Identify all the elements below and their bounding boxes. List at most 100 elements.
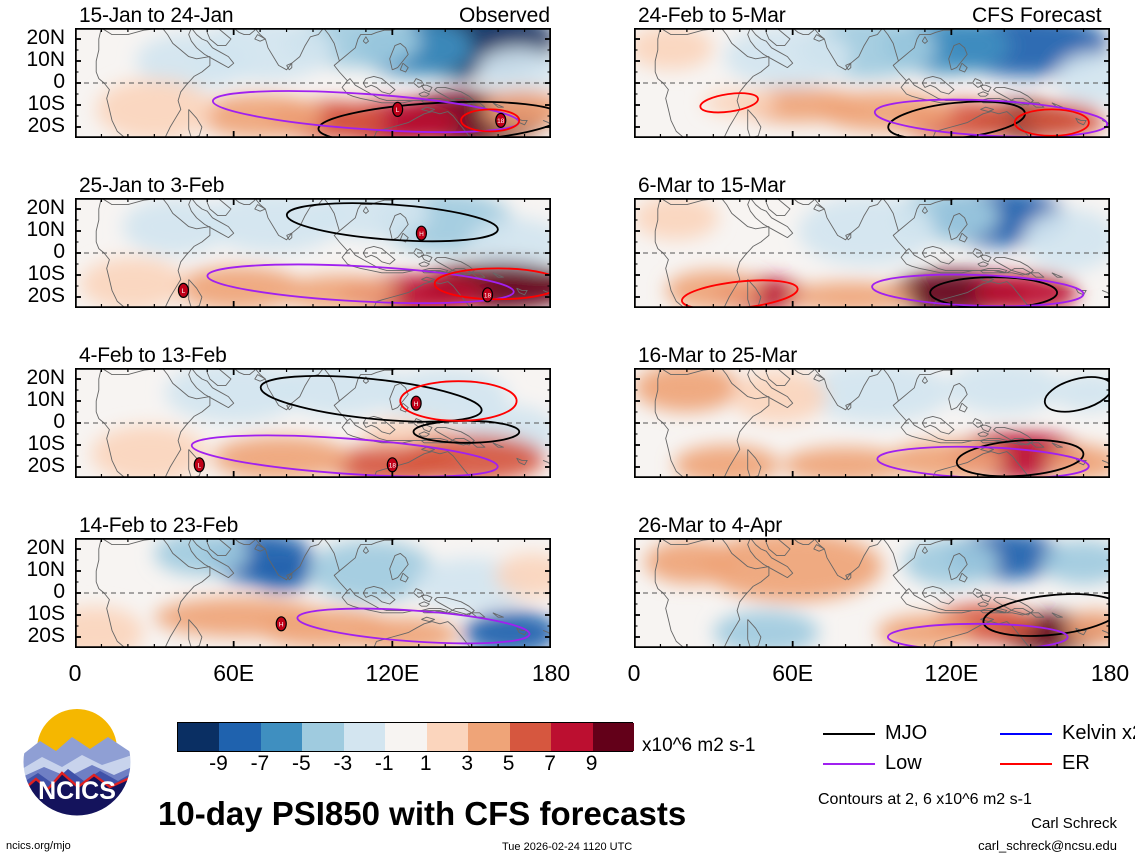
colorbar-segment [302, 723, 345, 751]
colorbar-unit-label: x10^6 m2 s-1 [642, 735, 756, 756]
colorbar-tick-label: 1 [419, 752, 432, 775]
y-axis-label: 0 [53, 240, 65, 263]
colorbar-tick-label: 7 [544, 752, 556, 775]
panel-title-p5: 24-Feb to 5-Mar [638, 4, 786, 27]
footer-link[interactable]: ncics.org/mjo [6, 840, 71, 852]
y-axis-label: 20N [26, 366, 65, 389]
cyclone-marker: L [392, 101, 404, 118]
svg-text:H: H [419, 231, 424, 238]
y-axis-label: 20N [26, 536, 65, 559]
contour-mjo [982, 593, 1110, 637]
panel-title-p4: 14-Feb to 23-Feb [79, 514, 239, 537]
contour-low [206, 263, 515, 305]
map-panel-p1: L 18 [75, 28, 551, 138]
y-axis-label: 10S [27, 262, 65, 285]
y-axis-label: 20S [27, 284, 65, 307]
svg-text:L: L [182, 288, 186, 295]
legend-label-er: ER [1062, 752, 1090, 774]
legend-swatch-mjo [823, 733, 875, 735]
y-axis-label: 0 [53, 580, 65, 603]
legend-label-low: Low [885, 752, 922, 774]
y-axis-label: 20N [26, 26, 65, 49]
x-axis-label: 60E [213, 660, 255, 686]
svg-text:L: L [396, 107, 400, 114]
colorbar-segment [426, 723, 470, 751]
cyclone-marker: L [193, 457, 205, 473]
x-axis-label: 120E [924, 660, 979, 686]
colorbar-segment [509, 723, 553, 751]
colorbar-segment [592, 723, 634, 751]
svg-text:18: 18 [484, 292, 492, 299]
map-panel-p6 [634, 198, 1110, 308]
colorbar-segment [343, 723, 387, 751]
colorbar-tick-label: -1 [374, 752, 394, 775]
contour-low [886, 622, 1069, 648]
contour-mjo [259, 375, 483, 423]
cyclone-marker: 18 [481, 287, 494, 303]
y-axis-label: 20S [27, 454, 65, 477]
colorbar-segment [260, 723, 304, 751]
contour-low [190, 434, 499, 478]
svg-text:H: H [414, 401, 419, 408]
colorbar-tick-label: -5 [292, 752, 311, 775]
ncics-logo: NCICS [22, 707, 132, 817]
svg-text:18: 18 [497, 118, 505, 125]
colorbar-tick-label: -7 [250, 752, 270, 775]
logo-text: NCICS [38, 777, 116, 805]
cyclone-marker: 18 [386, 457, 398, 473]
shaded-field [96, 28, 551, 138]
x-axis-label: 60E [772, 660, 814, 686]
y-axis-label: 20S [27, 114, 65, 137]
contour-mjo [285, 202, 499, 243]
contour-er [699, 92, 759, 114]
contour-mjo [1043, 376, 1110, 413]
colorbar-segment [219, 723, 262, 751]
colorbar-segment [551, 723, 594, 751]
contour-er [399, 380, 518, 422]
panel-title-p2: 25-Jan to 3-Feb [79, 174, 225, 197]
cyclone-marker: 18 [495, 112, 507, 129]
contour-low [873, 98, 1109, 138]
colorbar-tick-label: -3 [333, 752, 353, 775]
colorbar-segment [178, 723, 221, 751]
y-axis-label: 10N [26, 388, 65, 411]
svg-text:18: 18 [389, 462, 397, 469]
colorbar [177, 722, 634, 752]
panel-title-p8: 26-Mar to 4-Apr [638, 514, 783, 537]
panel-corner-label-p1: Observed [459, 4, 551, 27]
panel-title-p7: 16-Mar to 25-Mar [638, 344, 798, 367]
contour-mjo [317, 100, 551, 138]
colorbar-segment [468, 723, 511, 751]
colorbar-tick-label: 9 [585, 752, 598, 775]
y-axis-label: 10N [26, 48, 65, 71]
credit-email: carl_schreck@ncsu.edu [978, 838, 1117, 853]
legend-label-mjo: MJO [885, 722, 928, 744]
colorbar-tick-label: 3 [461, 752, 474, 775]
svg-text:H: H [279, 621, 284, 628]
colorbar-segment [385, 723, 428, 751]
contour-er [460, 108, 521, 133]
y-axis-label: 10N [26, 558, 65, 581]
map-panel-p2: H L 18 [75, 198, 551, 308]
y-axis-label: 10S [27, 602, 65, 625]
shaded-field [634, 368, 1110, 478]
x-axis-label: 180 [531, 660, 571, 686]
credit-name: Carl Schreck [1031, 815, 1117, 832]
panel-title-p6: 6-Mar to 15-Mar [638, 174, 786, 197]
contour-note: Contours at 2, 6 x10^6 m2 s-1 [818, 791, 1032, 808]
main-title: 10-day PSI850 with CFS forecasts [158, 795, 687, 832]
legend-swatch-kelvin-x2 [1000, 733, 1052, 735]
panel-title-p3: 4-Feb to 13-Feb [79, 344, 227, 367]
x-axis-label: 0 [68, 660, 82, 686]
y-axis-label: 0 [53, 410, 65, 433]
panel-title-p1: 15-Jan to 24-Jan [79, 4, 234, 27]
legend-label-kelvin-x2: Kelvin x2 [1062, 722, 1135, 744]
shaded-field [634, 198, 1110, 308]
svg-text:L: L [197, 462, 201, 469]
map-panel-p5 [634, 28, 1110, 138]
x-axis-label: 0 [627, 660, 641, 686]
y-axis-label: 20S [27, 624, 65, 647]
contour-low [296, 607, 531, 645]
cyclone-marker: L [177, 282, 190, 299]
contour-er [1013, 108, 1090, 137]
